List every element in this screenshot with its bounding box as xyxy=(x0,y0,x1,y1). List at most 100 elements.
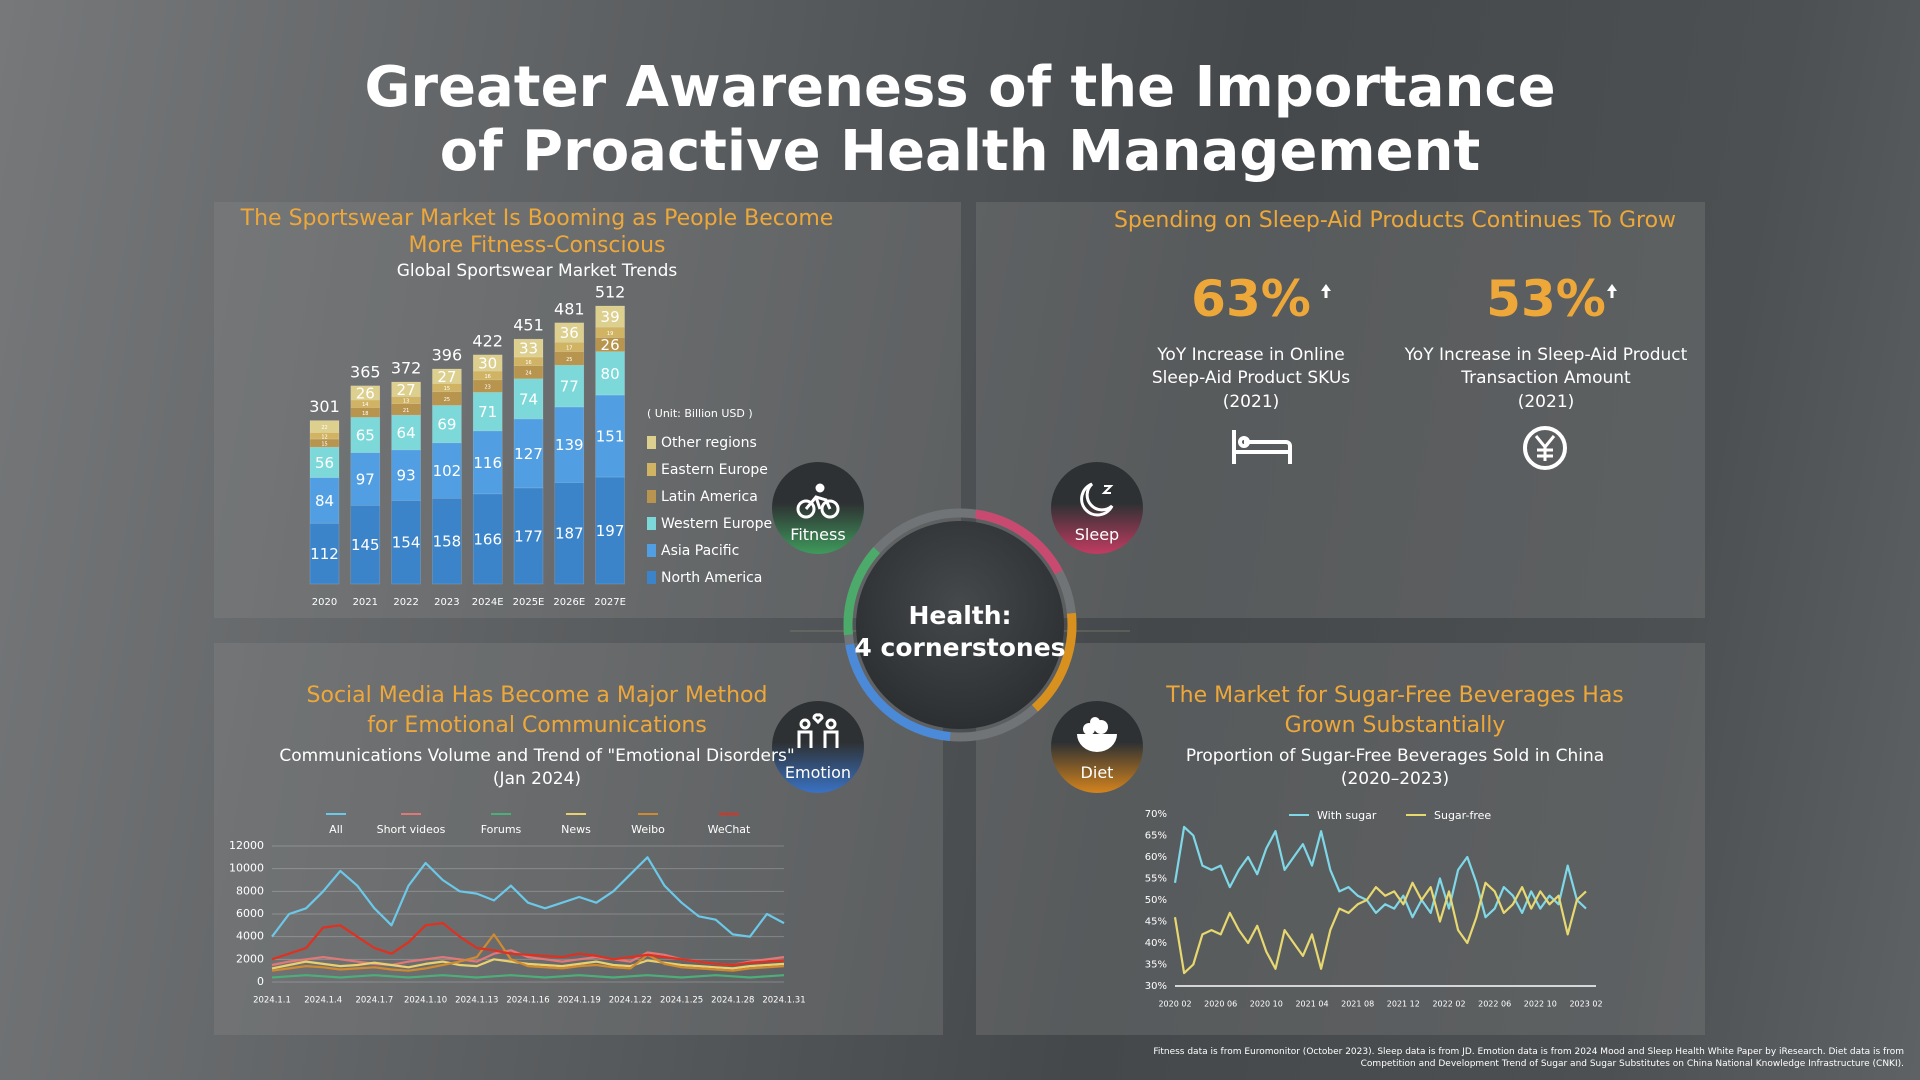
data-label: 56 xyxy=(315,454,334,472)
legend-swatch xyxy=(647,436,656,449)
center-subtitle: 4 cornerstones xyxy=(854,633,1066,662)
data-label: 127 xyxy=(514,445,543,463)
x-tick-label: 2023 02 xyxy=(1569,1000,1602,1009)
data-label: 102 xyxy=(433,462,462,480)
bar-segment xyxy=(391,381,421,397)
line-series xyxy=(271,922,785,967)
y-tick-label: 12000 xyxy=(229,839,264,852)
bike-icon xyxy=(796,483,840,519)
legend-label: Asia Pacific xyxy=(661,543,739,559)
data-label: 197 xyxy=(596,522,625,540)
x-tick-label: 2024.1.10 xyxy=(404,996,447,1006)
x-tick-label: 2024.1.28 xyxy=(711,996,754,1006)
legend-label: North America xyxy=(661,570,762,586)
pillar-label: Diet xyxy=(1080,763,1114,782)
data-label: 25 xyxy=(566,357,572,363)
sleep-decoration xyxy=(1232,284,1617,470)
bar-segment xyxy=(595,394,625,478)
total-label: 422 xyxy=(472,331,503,350)
stat-year: (2021) xyxy=(1222,392,1280,412)
legend-label: Latin America xyxy=(661,489,758,505)
data-label: 15 xyxy=(444,386,450,392)
bar-segment xyxy=(350,417,381,453)
data-label: 30 xyxy=(478,354,497,372)
data-label: 16 xyxy=(485,374,491,380)
bar-segment xyxy=(309,522,340,585)
data-label: 84 xyxy=(315,492,334,510)
unit-label: ( Unit: Billion USD ) xyxy=(647,407,753,420)
stat-value: 63% xyxy=(1191,270,1311,328)
x-tick-label: 2024.1.4 xyxy=(304,996,342,1006)
y-tick-label: 60% xyxy=(1145,852,1167,863)
up-arrow xyxy=(1607,284,1617,298)
bar-segment xyxy=(432,368,462,384)
bar-segment xyxy=(513,487,544,585)
x-tick-label: 2020 xyxy=(312,597,337,608)
bar-segment xyxy=(309,420,340,433)
pillar-icons xyxy=(772,462,1143,793)
total-label: 396 xyxy=(432,345,463,364)
chart-title: The Sportswear Market Is Booming as Peop… xyxy=(240,206,834,258)
fitness-icon-bg xyxy=(772,462,864,554)
emotion-icon-bg xyxy=(772,701,864,793)
legend-swatch xyxy=(647,463,656,476)
moon-icon xyxy=(1080,482,1114,517)
legend-label: Eastern Europe xyxy=(661,462,768,478)
data-label: 33 xyxy=(519,340,538,358)
x-tick-label: 2024.1.19 xyxy=(558,996,601,1006)
data-label: 27 xyxy=(397,381,416,399)
y-tick-label: 2000 xyxy=(236,952,264,965)
bar-segment xyxy=(432,442,462,499)
data-label: 69 xyxy=(437,416,456,434)
x-tick-label: 2020 06 xyxy=(1204,1000,1237,1009)
data-label: 22 xyxy=(321,425,327,431)
data-label: 14 xyxy=(362,402,368,408)
ring-arc xyxy=(843,547,881,636)
chart-subtitle: Proportion of Sugar-Free Beverages Sold … xyxy=(1185,746,1605,789)
total-label: 451 xyxy=(513,316,544,335)
x-tick-label: 2022 10 xyxy=(1524,1000,1557,1009)
data-label: 187 xyxy=(555,525,584,543)
bar-segment xyxy=(432,497,462,585)
y-tick-label: 70% xyxy=(1145,809,1167,820)
data-label: 27 xyxy=(437,368,456,386)
data-label: 12 xyxy=(321,434,327,440)
y-tick-label: 6000 xyxy=(236,907,264,920)
x-tick-label: 2021 04 xyxy=(1295,1000,1328,1009)
x-tick-label: 2027E xyxy=(594,597,626,608)
chart-title: The Market for Sugar-Free Beverages Has … xyxy=(1166,683,1624,738)
bar-segment xyxy=(513,338,544,358)
bar-segment xyxy=(472,493,503,585)
x-tick-label: 2022 02 xyxy=(1432,1000,1465,1009)
data-label: 36 xyxy=(560,324,579,342)
line-series xyxy=(1173,825,1587,919)
x-tick-label: 2021 12 xyxy=(1387,1000,1420,1009)
total-label: 372 xyxy=(391,359,422,378)
line-series xyxy=(1173,881,1587,975)
data-label: 145 xyxy=(351,536,380,554)
z-icon xyxy=(1101,485,1114,494)
up-arrow xyxy=(1321,284,1331,298)
data-label: 24 xyxy=(525,371,531,377)
data-label: 177 xyxy=(514,527,543,545)
bar-segment xyxy=(472,430,503,495)
total-label: 481 xyxy=(554,299,585,318)
data-label: 18 xyxy=(362,411,368,417)
x-tick-label: 2025E xyxy=(513,597,545,608)
y-tick-label: 45% xyxy=(1145,917,1167,928)
stat-value: 53% xyxy=(1486,270,1606,328)
y-tick-label: 8000 xyxy=(236,884,264,897)
y-tick-label: 55% xyxy=(1145,874,1167,885)
data-label: 74 xyxy=(519,390,538,408)
bar-segment xyxy=(595,351,625,396)
legend-label: Short videos xyxy=(377,823,446,836)
x-tick-label: 2023 xyxy=(434,597,459,608)
bar-segment xyxy=(309,446,340,478)
stat-label: YoY Increase in Online Sleep-Aid Product… xyxy=(1151,345,1351,388)
ring-arc xyxy=(845,643,951,742)
bar-segment xyxy=(554,351,585,366)
x-tick-label: 2020 02 xyxy=(1158,1000,1191,1009)
x-tick-label: 2021 xyxy=(353,597,378,608)
data-label: 15 xyxy=(321,442,327,448)
total-label: 365 xyxy=(350,362,381,381)
